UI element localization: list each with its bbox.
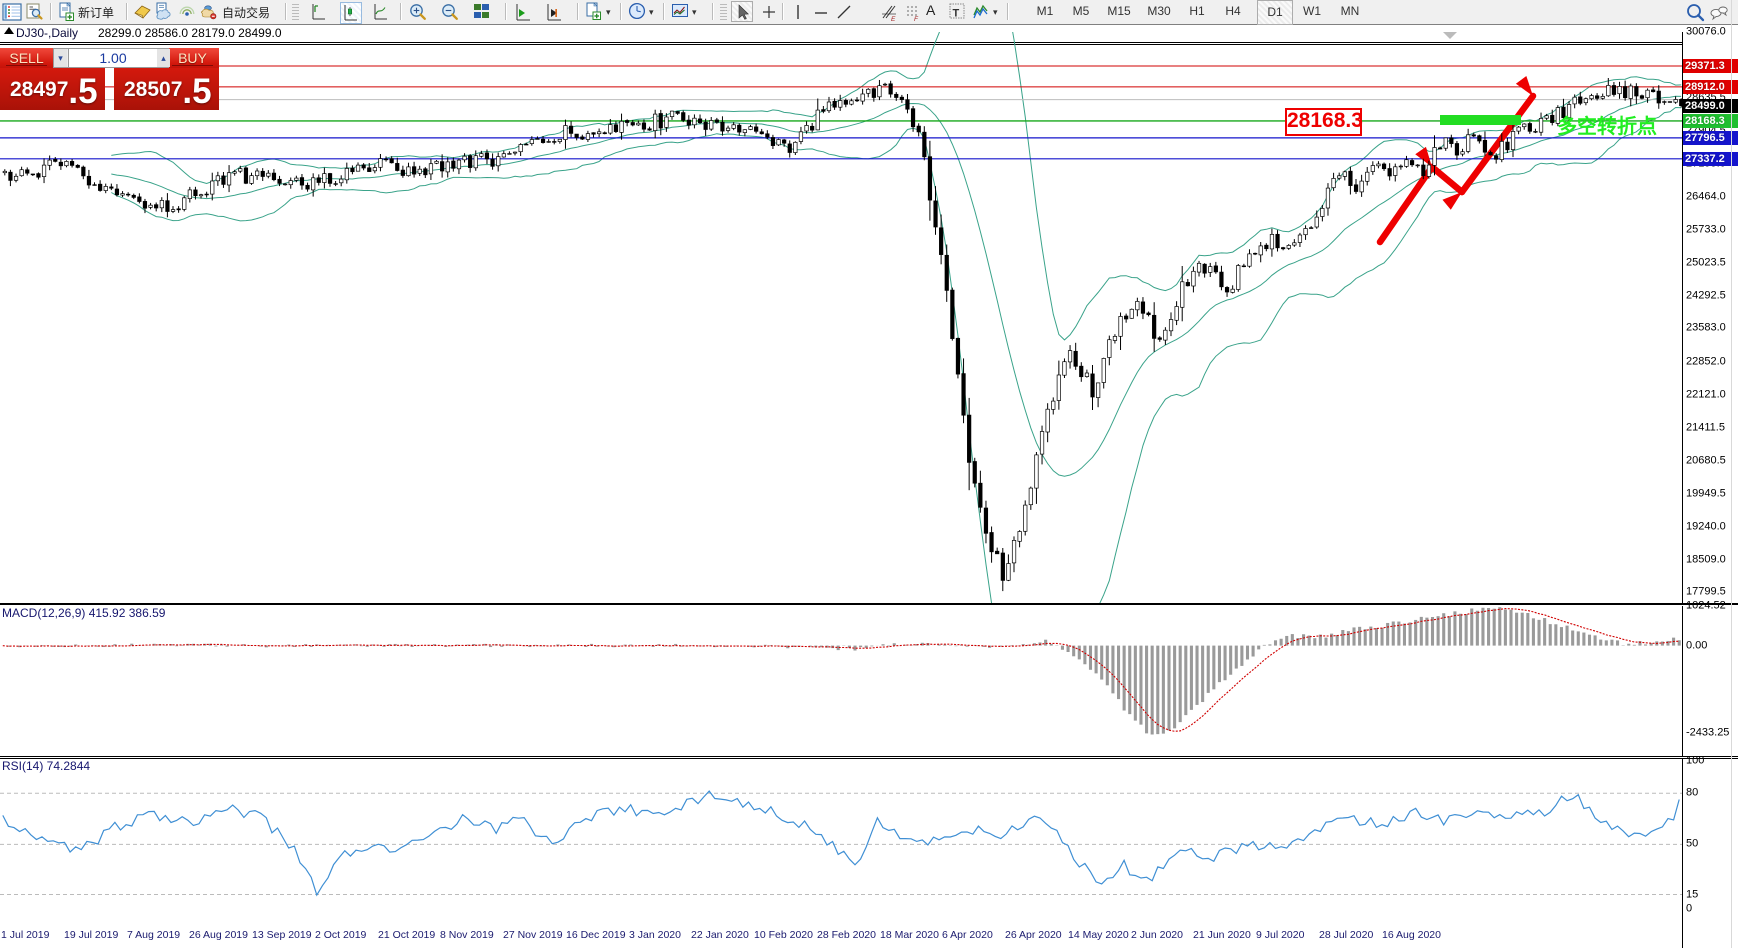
svg-text:F: F [914,16,919,22]
svg-text:T: T [953,8,960,20]
svg-text:E: E [891,16,896,22]
